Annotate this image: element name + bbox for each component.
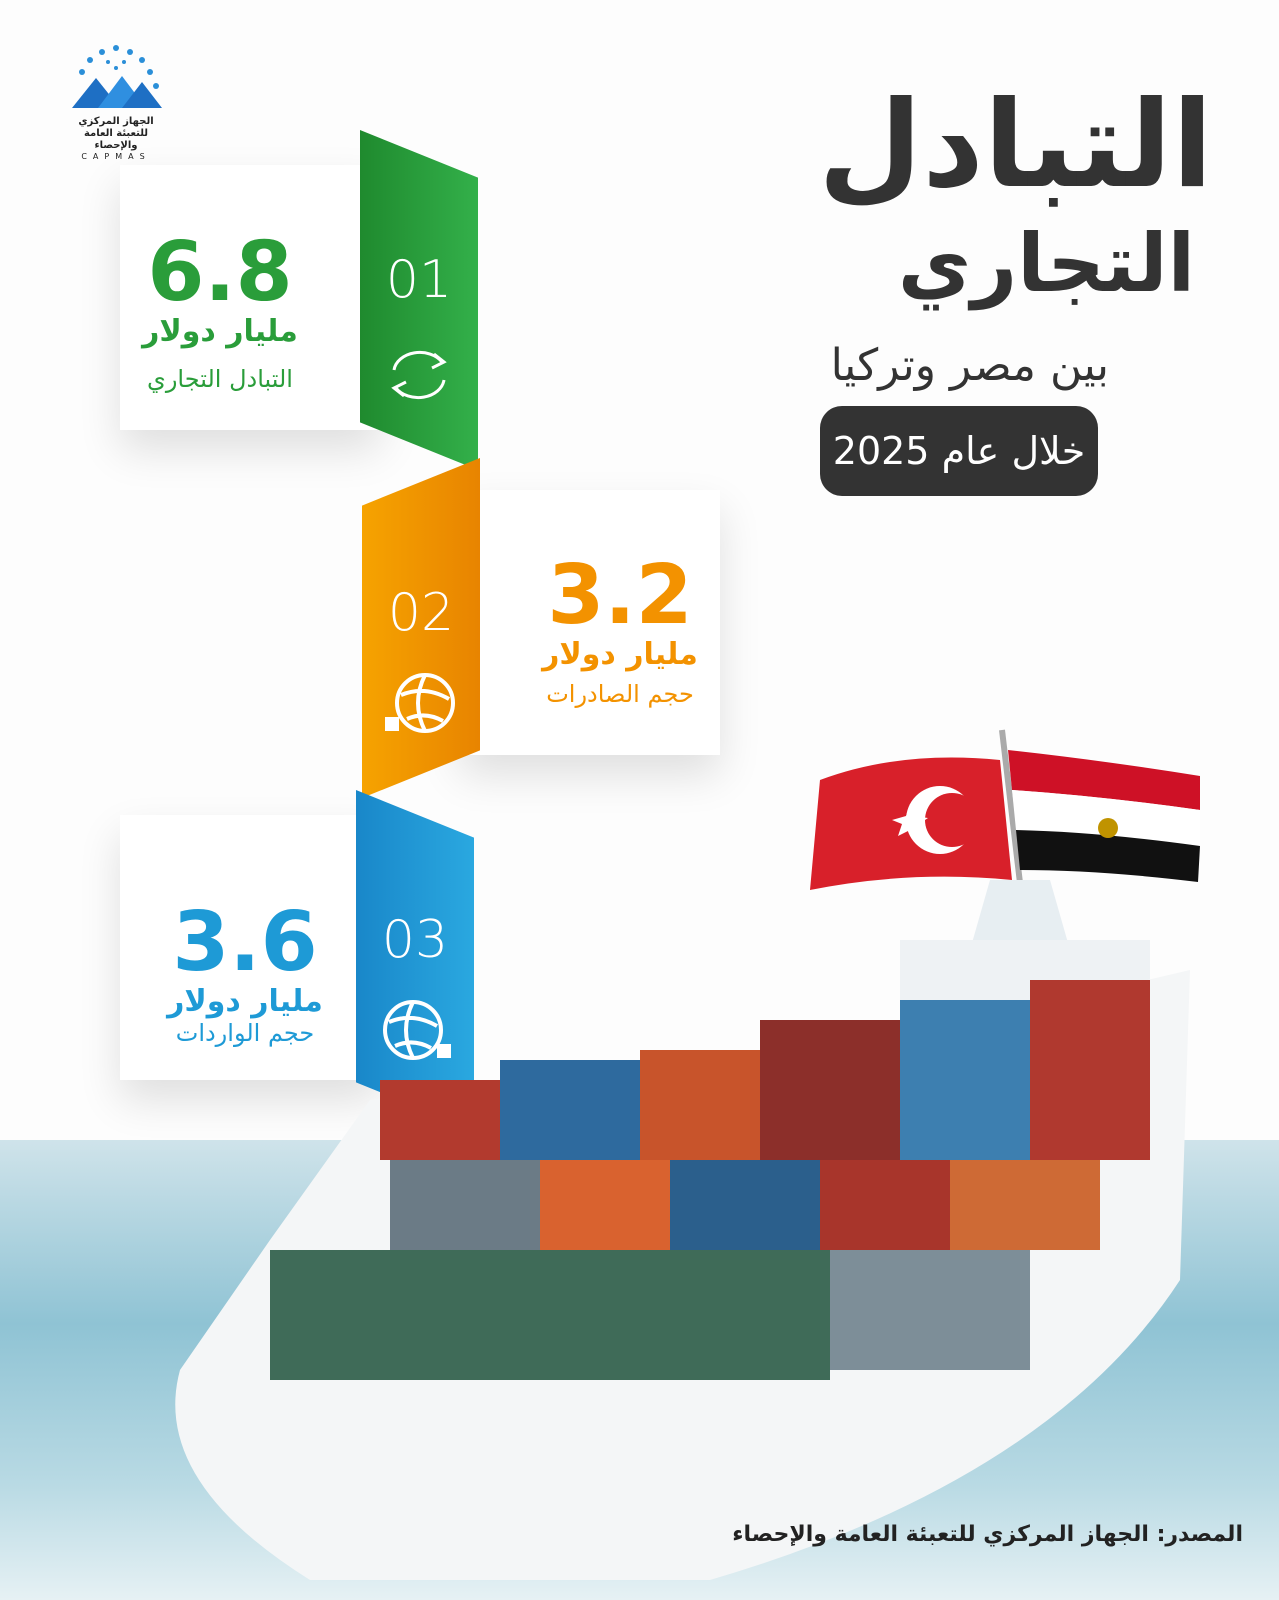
stat-unit: مليار دولار (167, 984, 323, 1019)
stat-label: حجم الواردات (175, 1019, 315, 1047)
panel-3 (120, 815, 380, 1080)
capmas-logo: الجهاز المركزي للتعبئة العامة والإحصاء C… (66, 42, 166, 161)
item-number: 02 (387, 583, 455, 643)
stat-value: 3.6 (172, 895, 318, 990)
stat-value: 3.2 (547, 548, 693, 643)
period-badge: خلال عام 2025 (820, 406, 1098, 496)
stat-label: حجم الصادرات (546, 680, 694, 708)
stat-exports: 3.2 مليار دولار حجم الصادرات (530, 548, 710, 709)
page-title: التبادل (818, 76, 1213, 215)
exchange-arrows-icon (391, 350, 447, 400)
stat-unit: مليار دولار (542, 637, 698, 672)
logo-name-ar: الجهاز المركزي للتعبئة العامة والإحصاء (78, 116, 154, 151)
egypt-flag-icon (1008, 750, 1200, 882)
panel-1 (120, 165, 380, 430)
item-number: 03 (381, 910, 449, 970)
logo-name-en: CAPMAS (81, 152, 151, 161)
item-number: 01 (385, 250, 453, 310)
ribbon-1: 01 (360, 130, 478, 470)
stat-imports: 3.6 مليار دولار حجم الواردات (150, 895, 340, 1048)
globe-export-icon (385, 673, 455, 733)
container-ship-illustration (175, 729, 1200, 1580)
source-note: المصدر: الجهاز المركزي للتعبئة العامة وا… (732, 1522, 1243, 1547)
panel-2 (460, 490, 720, 755)
stat-unit: مليار دولار (142, 314, 298, 349)
stat-value: 6.8 (147, 225, 293, 320)
globe-import-icon (383, 1000, 451, 1060)
subtitle: بين مصر وتركيا (830, 340, 1109, 391)
stat-label: التبادل التجاري (147, 365, 293, 393)
ribbon-2: 02 (362, 458, 480, 798)
stat-trade: 6.8 مليار دولار التبادل التجاري (130, 225, 310, 394)
logo-mountains-icon (72, 45, 162, 108)
page-title-line2: التجاري (897, 217, 1195, 310)
ribbon-3: 03 (356, 790, 474, 1130)
